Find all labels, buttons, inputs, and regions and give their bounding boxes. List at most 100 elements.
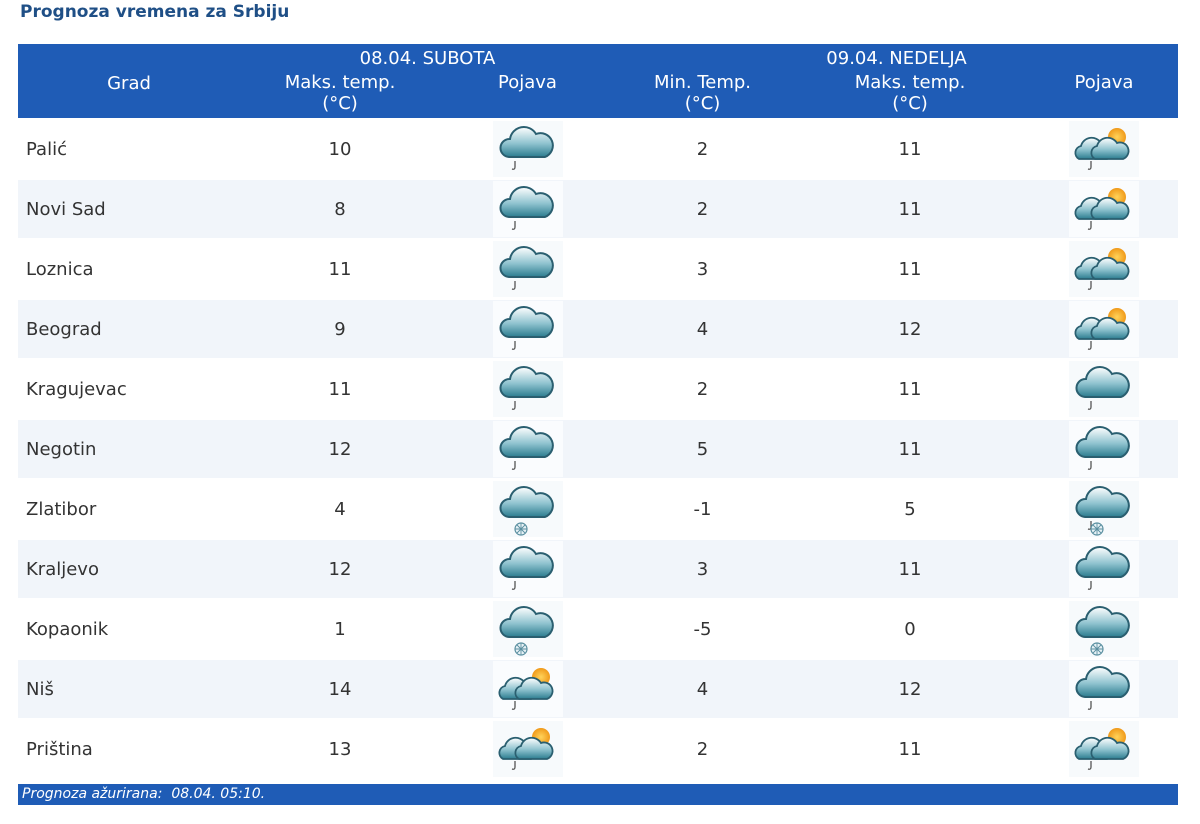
table-row: Kraljevo 12 3 11 xyxy=(18,538,1178,599)
temperature: 11 xyxy=(790,358,1030,419)
weather-icon xyxy=(1069,181,1139,237)
temperature: 9 xyxy=(240,298,440,359)
weather-icon xyxy=(1069,601,1139,657)
icon-cell xyxy=(1030,178,1178,239)
city-name: Palić xyxy=(18,118,240,179)
icon-cell xyxy=(440,118,615,179)
table-row: Novi Sad 8 2 11 xyxy=(18,178,1178,239)
weather-icon xyxy=(1069,421,1139,477)
weather-icon xyxy=(492,481,563,537)
icon-cell xyxy=(440,358,615,419)
weather-icon xyxy=(492,241,563,297)
forecast-table: Grad 08.04. SUBOTA 09.04. NEDELJA Maks. … xyxy=(18,44,1178,778)
icon-cell xyxy=(440,718,615,778)
weather-icon xyxy=(1069,241,1139,297)
weather-icon xyxy=(492,361,563,417)
icon-cell xyxy=(440,598,615,659)
weather-icon xyxy=(492,301,563,357)
temperature: 12 xyxy=(790,298,1030,359)
icon-cell xyxy=(1030,238,1178,299)
table-row: Kopaonik 1 -5 0 xyxy=(18,598,1178,659)
weather-icon xyxy=(492,421,563,477)
temperature: 13 xyxy=(240,718,440,778)
table-row: Priština 13 2 11 xyxy=(18,718,1178,778)
weather-icon xyxy=(1069,361,1139,417)
temperature: -1 xyxy=(615,478,790,539)
icon-cell xyxy=(1030,658,1178,719)
table-row: Negotin 12 5 11 xyxy=(18,418,1178,479)
weather-icon xyxy=(492,121,563,177)
city-name: Kopaonik xyxy=(18,598,240,659)
city-name: Novi Sad xyxy=(18,178,240,239)
temperature: 2 xyxy=(615,358,790,419)
temperature: 2 xyxy=(615,718,790,778)
city-name: Beograd xyxy=(18,298,240,359)
city-name: Loznica xyxy=(18,238,240,299)
temperature: 12 xyxy=(790,658,1030,719)
weather-icon xyxy=(492,601,563,657)
temperature: 2 xyxy=(615,118,790,179)
weather-icon xyxy=(492,661,563,717)
table-row: Zlatibor 4 -1 5 xyxy=(18,478,1178,539)
column-header: Maks. temp. (°C) xyxy=(790,72,1030,119)
page-title: Prognoza vremena za Srbiju xyxy=(20,2,290,22)
temperature: 12 xyxy=(240,538,440,599)
temperature: 4 xyxy=(240,478,440,539)
weather-icon xyxy=(1069,121,1139,177)
column-header: Pojava xyxy=(440,72,615,119)
column-header: Maks. temp. (°C) xyxy=(240,72,440,119)
city-name: Niš xyxy=(18,658,240,719)
temperature: 4 xyxy=(615,298,790,359)
table-row: Niš 14 4 12 xyxy=(18,658,1178,719)
icon-cell xyxy=(1030,538,1178,599)
icon-cell xyxy=(1030,598,1178,659)
city-name: Priština xyxy=(18,718,240,778)
weather-icon xyxy=(492,541,563,597)
temperature: 0 xyxy=(790,598,1030,659)
icon-cell xyxy=(440,538,615,599)
temperature: 11 xyxy=(240,238,440,299)
icon-cell xyxy=(1030,358,1178,419)
icon-cell xyxy=(440,658,615,719)
day-header: 09.04. NEDELJA xyxy=(615,44,1178,72)
weather-icon xyxy=(1069,301,1139,357)
temperature: 11 xyxy=(790,238,1030,299)
temperature: 11 xyxy=(790,538,1030,599)
city-name: Kraljevo xyxy=(18,538,240,599)
temperature: 4 xyxy=(615,658,790,719)
temperature: 12 xyxy=(240,418,440,479)
weather-icon xyxy=(1069,661,1139,717)
table-row: Kragujevac 11 2 11 xyxy=(18,358,1178,419)
temperature: 11 xyxy=(790,718,1030,778)
temperature: 11 xyxy=(790,118,1030,179)
day-header: 08.04. SUBOTA xyxy=(240,44,615,72)
icon-cell xyxy=(1030,718,1178,778)
temperature: 1 xyxy=(240,598,440,659)
table-row: Beograd 9 4 12 xyxy=(18,298,1178,359)
weather-icon xyxy=(1069,481,1139,537)
icon-cell xyxy=(1030,298,1178,359)
temperature: 10 xyxy=(240,118,440,179)
temperature: 8 xyxy=(240,178,440,239)
column-header: Min. Temp. (°C) xyxy=(615,72,790,119)
temperature: 3 xyxy=(615,238,790,299)
temperature: 5 xyxy=(615,418,790,479)
temperature: 3 xyxy=(615,538,790,599)
weather-icon xyxy=(1069,721,1139,777)
table-body: Palić 10 2 11 Novi Sad 8 2 11 Loznica 11 3 11 Beogra… xyxy=(18,118,1178,778)
temperature: 11 xyxy=(240,358,440,419)
icon-cell xyxy=(440,418,615,479)
temperature: -5 xyxy=(615,598,790,659)
temperature: 5 xyxy=(790,478,1030,539)
icon-cell xyxy=(1030,418,1178,479)
city-name: Zlatibor xyxy=(18,478,240,539)
temperature: 14 xyxy=(240,658,440,719)
icon-cell xyxy=(1030,118,1178,179)
icon-cell xyxy=(440,178,615,239)
city-name: Negotin xyxy=(18,418,240,479)
icon-cell xyxy=(1030,478,1178,539)
temperature: 11 xyxy=(790,178,1030,239)
weather-icon xyxy=(492,181,563,237)
weather-icon xyxy=(492,721,563,777)
